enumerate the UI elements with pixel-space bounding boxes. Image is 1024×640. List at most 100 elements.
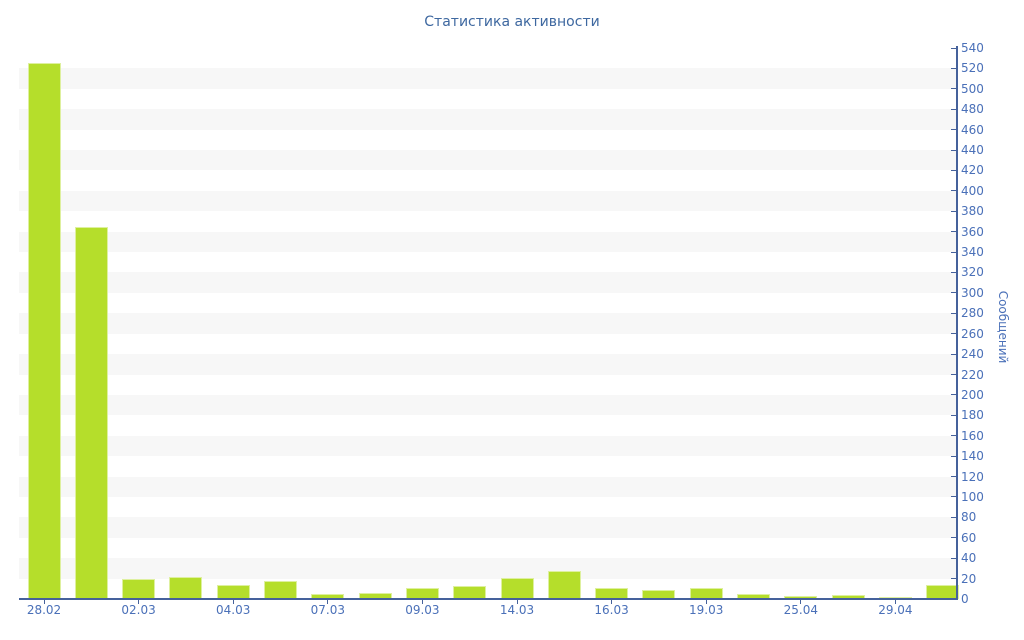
grid-band <box>19 435 956 457</box>
y-tick-label: 80 <box>961 510 977 525</box>
bar-25.04[interactable] <box>784 595 818 599</box>
y-tick <box>951 231 957 233</box>
grid-band <box>19 517 956 538</box>
grid-band <box>19 354 956 375</box>
x-tick <box>421 599 423 604</box>
y-tick <box>951 476 957 478</box>
bar-col10[interactable] <box>453 585 487 599</box>
grid-band <box>19 394 956 416</box>
bar-09.03[interactable] <box>405 587 439 599</box>
bar-col12[interactable] <box>547 571 581 599</box>
y-tick-label: 20 <box>961 571 977 586</box>
y-tick <box>951 333 957 335</box>
y-tick-label: 460 <box>961 122 984 137</box>
x-tick <box>232 599 234 604</box>
x-tick-label: 25.04 <box>783 603 818 617</box>
bar-07.03[interactable] <box>311 593 345 599</box>
y-axis-title: Сообщений <box>996 290 1010 364</box>
x-tick-label: 09.03 <box>405 603 440 617</box>
y-tick-label: 40 <box>961 551 977 566</box>
y-tick-label: 0 <box>961 592 969 606</box>
y-tick-label: 280 <box>961 306 984 321</box>
y-tick-label: 260 <box>961 326 984 341</box>
y-tick <box>951 88 957 90</box>
y-tick-label: 540 <box>961 41 984 55</box>
x-tick <box>138 599 140 604</box>
grid-band <box>19 89 956 109</box>
x-tick-label: 28.02 <box>26 603 62 617</box>
y-tick-label: 360 <box>961 224 984 239</box>
y-tick-label: 160 <box>961 428 984 443</box>
bar-04.03[interactable] <box>216 584 250 599</box>
y-tick <box>951 108 957 110</box>
grid-band <box>19 415 956 435</box>
y-axis-line <box>956 46 958 599</box>
bar-02.03[interactable] <box>122 578 156 599</box>
y-tick <box>951 210 957 212</box>
bar-col20[interactable] <box>926 584 960 599</box>
x-tick <box>800 599 802 604</box>
grid-band <box>19 334 956 354</box>
bar-col18[interactable] <box>831 594 865 599</box>
grid-band <box>19 252 956 272</box>
x-tick <box>611 599 613 604</box>
y-tick-label: 240 <box>961 347 984 362</box>
y-tick <box>951 292 957 294</box>
y-tick <box>951 312 957 314</box>
y-tick-label: 440 <box>961 143 984 158</box>
y-tick <box>951 414 957 416</box>
y-tick <box>951 190 957 192</box>
grid-band <box>19 272 956 293</box>
grid-band <box>19 538 956 558</box>
x-tick <box>894 599 896 604</box>
grid-band <box>19 170 956 190</box>
bar-28.02[interactable] <box>27 63 61 599</box>
bar-col14[interactable] <box>642 589 676 599</box>
chart-title: Статистика активности <box>424 14 600 30</box>
x-tick <box>327 599 329 604</box>
grid-band <box>19 375 956 395</box>
bar-col6[interactable] <box>264 580 297 599</box>
y-tick-label: 220 <box>961 367 984 382</box>
bar-14.03[interactable] <box>500 577 534 599</box>
y-tick <box>951 455 957 457</box>
y-tick <box>951 598 957 600</box>
y-tick <box>951 578 957 580</box>
grid-band <box>19 68 956 89</box>
y-tick <box>951 537 957 539</box>
y-tick-label: 300 <box>961 285 984 300</box>
y-tick-label: 100 <box>961 489 984 504</box>
plot-area <box>19 48 960 599</box>
y-tick-label: 340 <box>961 245 984 260</box>
y-tick-label: 480 <box>961 102 984 117</box>
x-tick-label: 19.03 <box>689 603 724 617</box>
bar-16.03[interactable] <box>595 587 629 599</box>
bar-col8[interactable] <box>358 592 392 599</box>
y-tick <box>951 394 957 396</box>
y-tick <box>951 353 957 355</box>
bar-col16[interactable] <box>737 593 770 599</box>
grid-band <box>19 190 956 212</box>
grid-band <box>19 150 956 171</box>
y-tick <box>951 169 957 171</box>
y-tick <box>951 516 957 518</box>
y-tick-label: 380 <box>961 204 984 219</box>
grid-band <box>19 456 956 476</box>
x-tick-label: 14.03 <box>499 603 535 617</box>
y-tick-label: 400 <box>961 183 984 198</box>
x-tick-label: 02.03 <box>121 603 156 617</box>
grid-band <box>19 130 956 150</box>
y-tick-label: 520 <box>961 61 984 76</box>
y-tick <box>951 149 957 151</box>
grid-band <box>19 231 956 253</box>
y-tick <box>951 67 957 69</box>
y-tick <box>951 129 957 131</box>
bar-19.03[interactable] <box>689 587 723 599</box>
grid-band <box>19 476 956 497</box>
grid-band <box>19 293 956 313</box>
y-tick-label: 140 <box>961 449 984 464</box>
y-tick-label: 320 <box>961 265 984 280</box>
bar-col2[interactable] <box>74 226 108 599</box>
bar-col4[interactable] <box>169 576 203 599</box>
y-tick-label: 180 <box>961 408 984 423</box>
